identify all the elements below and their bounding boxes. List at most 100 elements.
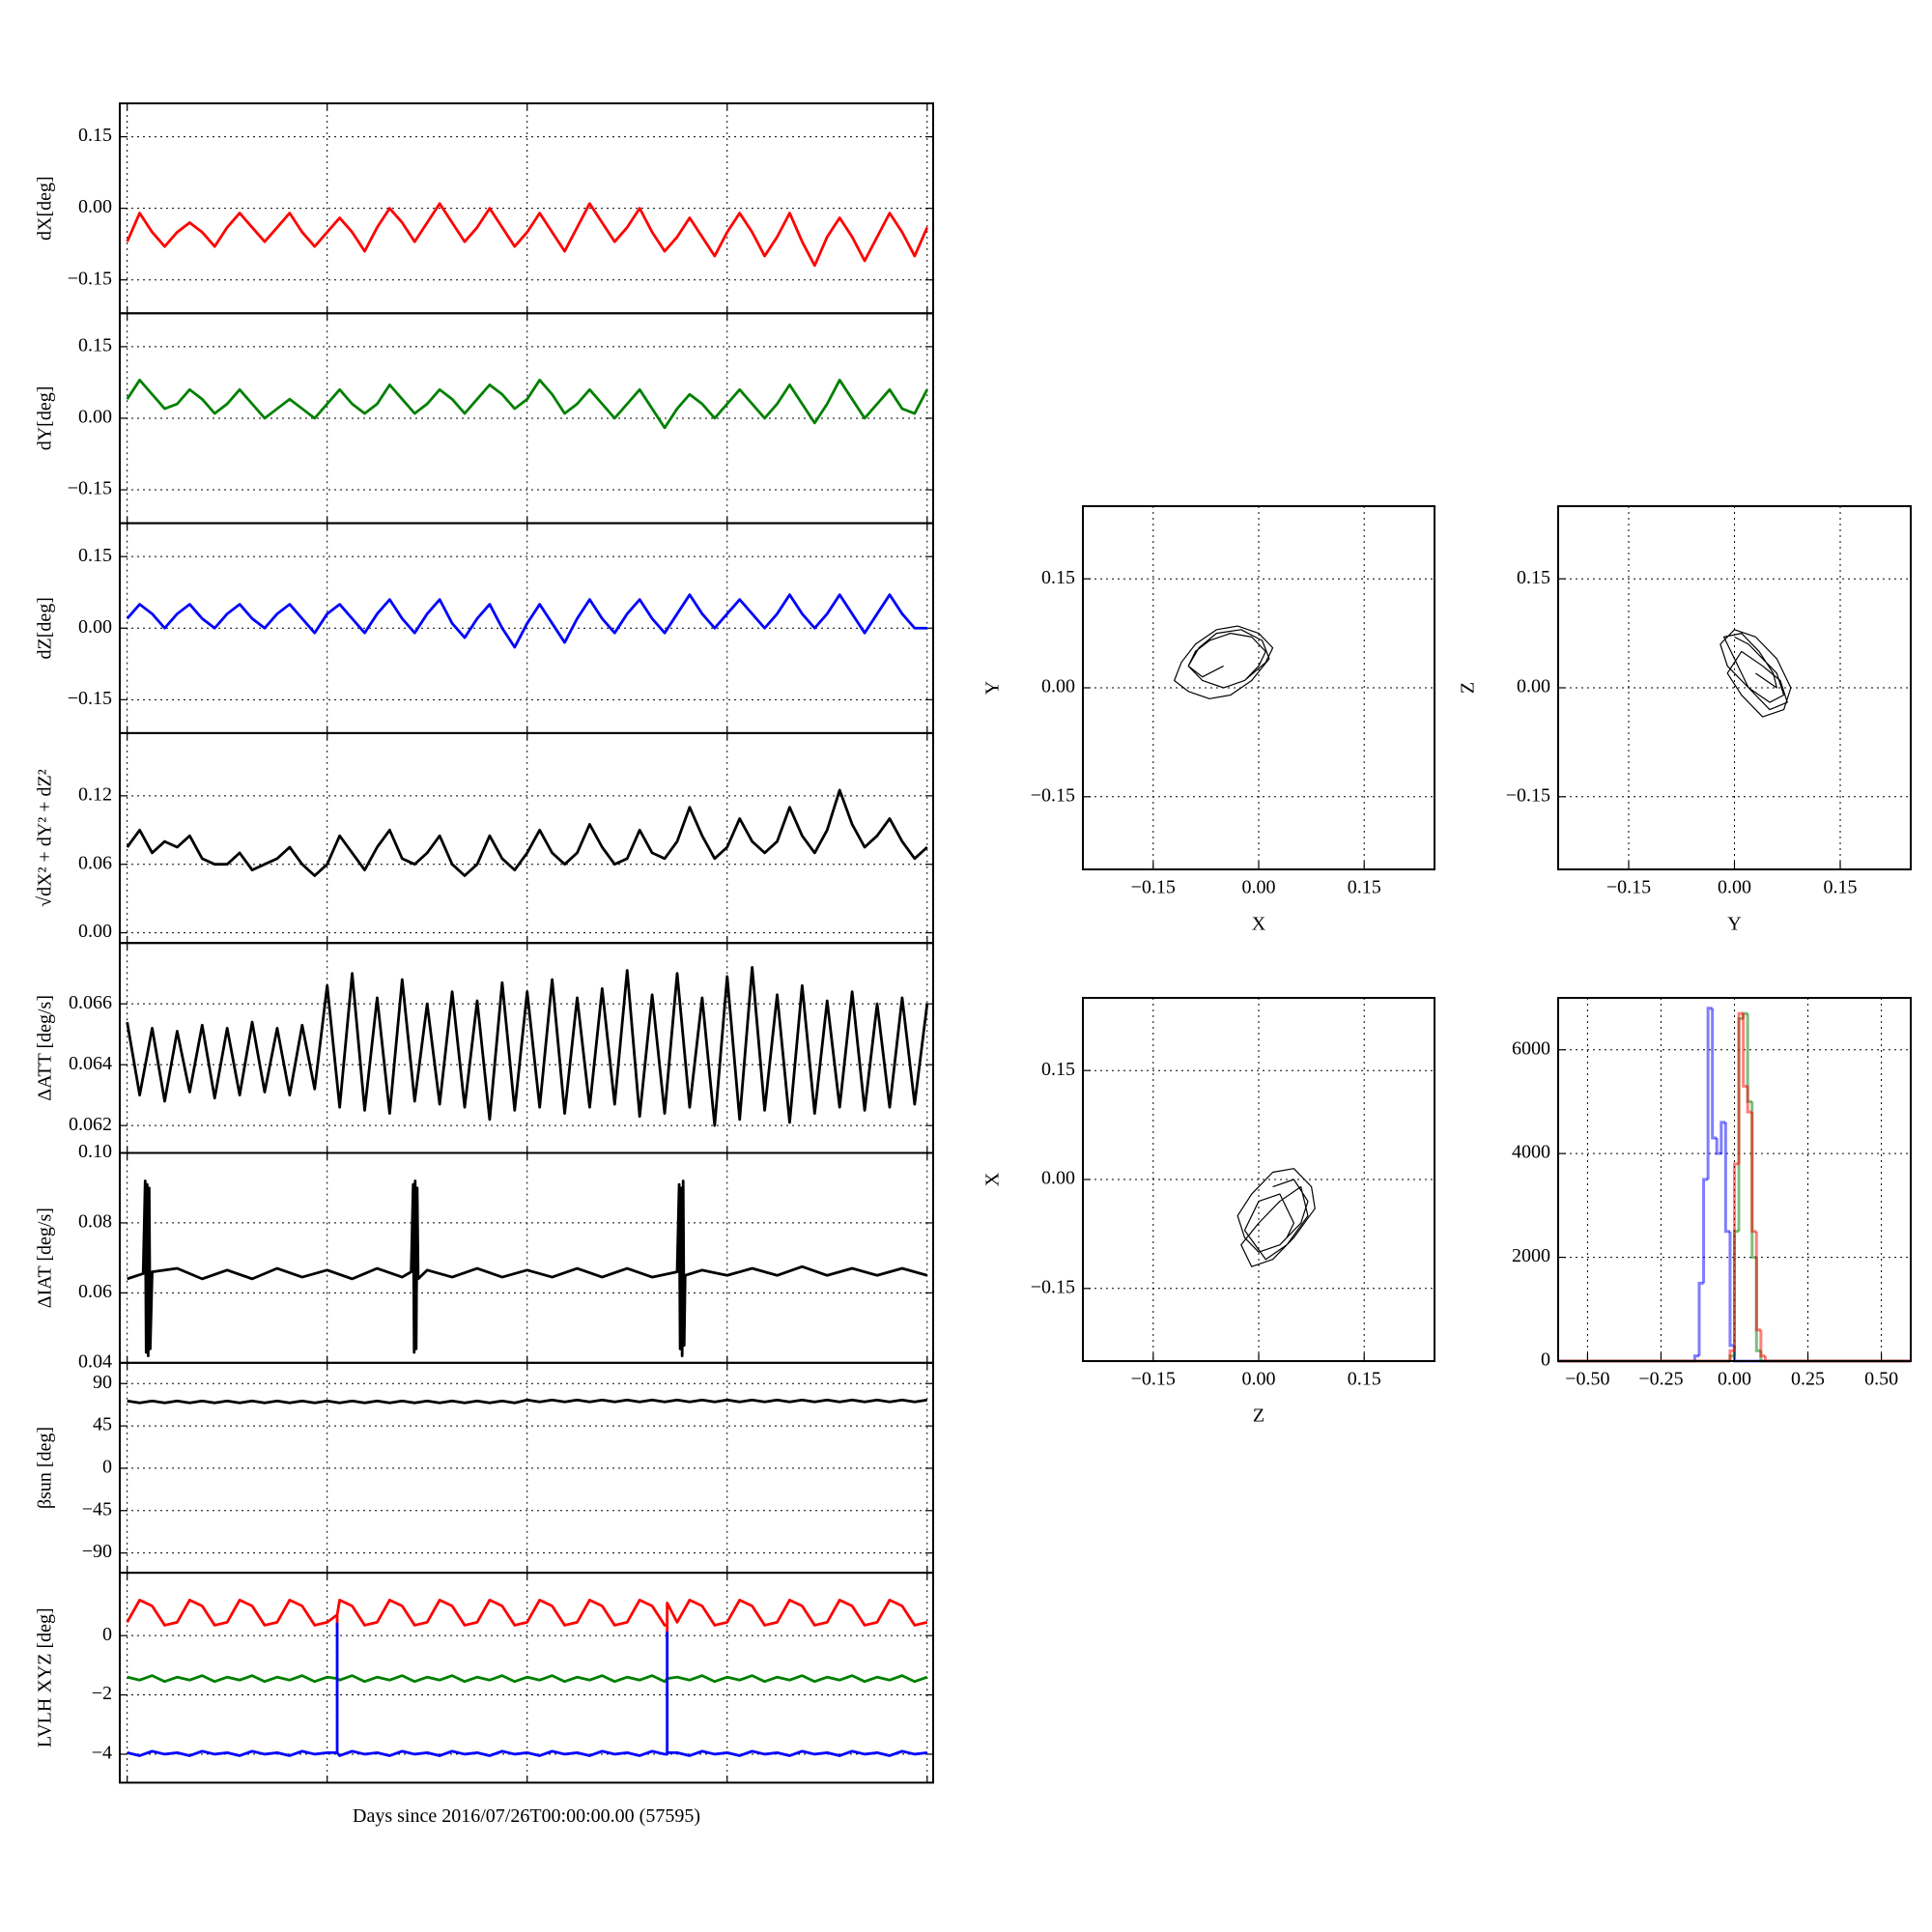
data-line: [127, 1398, 927, 1405]
trajectory: [1719, 629, 1792, 718]
y-axis-label: dZ[deg]: [35, 597, 56, 659]
histogram-step: [1723, 1122, 1730, 1234]
y-tick-label: 0.08: [78, 1211, 112, 1233]
y-tick-label: 0.06: [78, 1281, 112, 1302]
y-tick-label: 0: [102, 1624, 112, 1645]
histogram-step: [1750, 1112, 1757, 1234]
trajectory: [1174, 625, 1274, 699]
data-line: [127, 1179, 928, 1357]
y-tick-label: 0.15: [78, 125, 112, 146]
histogram-step: [1754, 1231, 1761, 1332]
histogram-step: [1737, 1011, 1744, 1164]
y-tick-label: 0.066: [69, 992, 112, 1013]
data-line: [126, 379, 929, 430]
y-tick-label: 0.00: [1517, 676, 1550, 697]
x-tick-label: 0.50: [1864, 1369, 1898, 1390]
histogram-step: [1697, 1281, 1704, 1356]
y-axis-label: X: [982, 1172, 1004, 1186]
y-axis-label: √dX² + dY² + dZ²: [35, 769, 56, 907]
trajectory: [1236, 1168, 1316, 1267]
x-tick-label: −0.50: [1565, 1369, 1609, 1390]
y-tick-label: −0.15: [68, 478, 112, 499]
data-line: [127, 1622, 927, 1757]
panel-frame: [119, 1572, 934, 1784]
x-tick-label: 0.00: [1718, 1369, 1751, 1390]
y-tick-label: 0.15: [1041, 1059, 1075, 1080]
x-tick-label: −0.15: [1606, 877, 1651, 898]
y-axis-label: ΔATT [deg/s]: [35, 995, 56, 1101]
data-line: [126, 593, 927, 649]
x-tick-label: 0.15: [1824, 877, 1858, 898]
data-line: [126, 788, 928, 877]
y-tick-label: 0.00: [78, 616, 112, 638]
y-axis-label: dY[deg]: [35, 386, 56, 451]
data-line: [127, 1674, 928, 1684]
y-tick-label: 0.00: [78, 407, 112, 428]
y-tick-label: 0.00: [78, 921, 112, 942]
y-tick-label: 0.15: [1041, 567, 1075, 588]
y-axis-label: βsun [deg]: [35, 1427, 56, 1509]
x-axis-label: Days since 2016/07/26T00:00:00.00 (57595…: [353, 1805, 700, 1827]
x-axis-label: Z: [1253, 1406, 1264, 1427]
panel-frame: [1082, 997, 1435, 1362]
y-tick-label: −4: [92, 1743, 112, 1764]
y-tick-label: −0.15: [1506, 784, 1550, 806]
histogram-step: [1706, 1007, 1713, 1179]
histogram-step: [1728, 1349, 1735, 1361]
x-tick-label: 0.00: [1242, 877, 1276, 898]
histogram-step: [1715, 1138, 1721, 1155]
panel-frame: [1557, 997, 1912, 1362]
y-tick-label: 45: [93, 1414, 112, 1435]
y-tick-label: 0.00: [1041, 1168, 1075, 1189]
y-tick-label: 0.064: [69, 1053, 112, 1074]
y-tick-label: 0.06: [78, 852, 112, 873]
histogram-step: [1702, 1178, 1709, 1284]
y-tick-label: −0.15: [68, 688, 112, 709]
histogram-step: [1746, 1086, 1752, 1114]
y-tick-label: 0.062: [69, 1114, 112, 1135]
y-axis-label: Z: [1458, 682, 1479, 694]
data-line: [126, 1598, 928, 1636]
y-axis-label: ΔIAT [deg/s]: [35, 1208, 56, 1308]
y-axis-label: Y: [982, 681, 1004, 695]
y-tick-label: 0.15: [78, 334, 112, 355]
x-tick-label: −0.25: [1638, 1369, 1683, 1390]
x-tick-label: −0.15: [1131, 877, 1176, 898]
data-line: [126, 202, 929, 268]
histogram-step: [1742, 1013, 1748, 1088]
y-tick-label: 2000: [1512, 1245, 1550, 1266]
y-tick-label: 0.15: [1517, 567, 1550, 588]
histogram-step: [1692, 1354, 1699, 1361]
x-tick-label: −0.15: [1131, 1369, 1176, 1390]
panel-frame: [1082, 505, 1435, 870]
y-tick-label: 0: [102, 1457, 112, 1478]
y-tick-label: 0.00: [1041, 676, 1075, 697]
y-tick-label: 4000: [1512, 1142, 1550, 1163]
y-tick-label: 0.04: [78, 1350, 112, 1372]
x-axis-label: X: [1252, 914, 1266, 935]
x-tick-label: 0.00: [1242, 1369, 1276, 1390]
histogram-step: [1711, 1008, 1718, 1140]
y-tick-label: 6000: [1512, 1037, 1550, 1059]
histogram-step: [1719, 1121, 1726, 1154]
x-axis-label: Y: [1727, 914, 1741, 935]
y-tick-label: 90: [93, 1372, 112, 1393]
x-tick-label: 0.00: [1718, 877, 1751, 898]
histogram-step: [1733, 1162, 1740, 1351]
y-axis-label: dX[deg]: [35, 176, 56, 241]
x-tick-label: 0.15: [1348, 877, 1381, 898]
y-tick-label: 0.15: [78, 545, 112, 566]
y-tick-label: 0.10: [78, 1141, 112, 1162]
data-line: [126, 965, 929, 1127]
x-tick-label: 0.15: [1348, 1369, 1381, 1390]
panel-frame: [1557, 505, 1912, 870]
y-axis-label: LVLH XYZ [deg]: [35, 1607, 56, 1747]
x-tick-label: 0.25: [1791, 1369, 1825, 1390]
y-tick-label: −0.15: [1031, 1276, 1075, 1297]
y-tick-label: −45: [82, 1498, 112, 1520]
y-tick-label: 0.12: [78, 783, 112, 805]
histogram-step: [1728, 1231, 1735, 1348]
y-tick-label: 0.00: [78, 196, 112, 217]
